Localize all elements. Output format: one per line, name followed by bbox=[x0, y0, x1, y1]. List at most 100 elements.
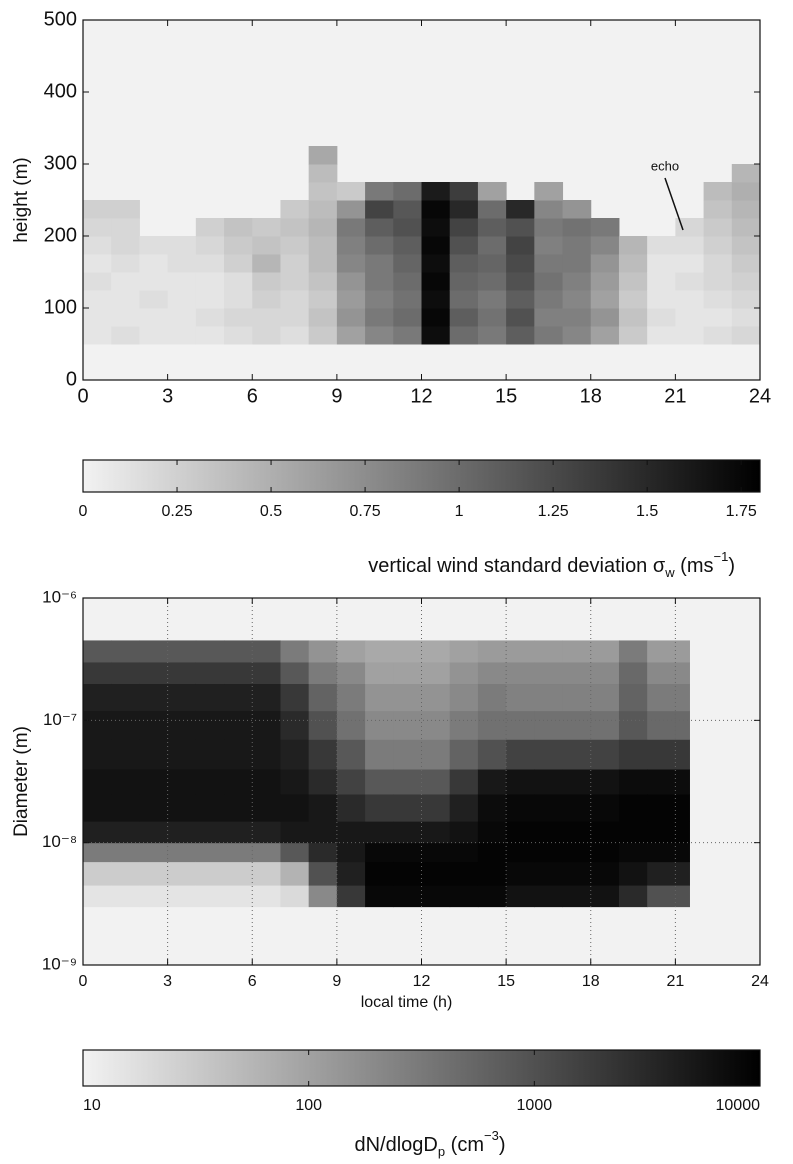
colorbar-title-part: ) bbox=[728, 555, 735, 577]
heatmap-cell bbox=[590, 885, 620, 908]
heatmap-cell bbox=[83, 200, 112, 219]
heatmap-cell bbox=[308, 710, 338, 740]
heatmap-cell bbox=[703, 182, 733, 201]
heatmap-cell bbox=[647, 254, 676, 273]
heatmap-cell bbox=[393, 236, 422, 255]
heatmap-cell bbox=[83, 661, 112, 685]
heatmap-cell bbox=[562, 793, 592, 822]
heatmap-cell bbox=[280, 683, 310, 712]
heatmap-cell bbox=[111, 218, 140, 237]
heatmap-cell bbox=[590, 640, 620, 663]
heatmap-cell bbox=[336, 710, 366, 740]
heatmap-cell bbox=[83, 272, 112, 291]
heatmap-cell bbox=[280, 326, 310, 345]
heatmap-cell bbox=[703, 254, 733, 273]
heatmap-cell bbox=[280, 885, 310, 908]
heatmap-cell bbox=[477, 885, 507, 908]
heatmap-cell bbox=[590, 842, 620, 863]
heatmap-cell bbox=[618, 769, 648, 795]
heatmap-cell bbox=[449, 308, 479, 327]
heatmap-cell bbox=[618, 861, 648, 886]
colorbar-title-part: −3 bbox=[484, 1128, 499, 1143]
heatmap-cell bbox=[449, 739, 479, 770]
heatmap-cell bbox=[534, 842, 564, 863]
heatmap-cell bbox=[647, 769, 676, 795]
heatmap-cell bbox=[393, 290, 422, 309]
heatmap-cell bbox=[252, 290, 281, 309]
heatmap-cell bbox=[421, 842, 451, 863]
heatmap-cell bbox=[139, 769, 169, 795]
heatmap-cell bbox=[336, 821, 366, 844]
heatmap-cell bbox=[83, 683, 112, 712]
x-tick-label: 21 bbox=[666, 973, 684, 990]
heatmap-cell bbox=[731, 218, 761, 237]
heatmap-cell bbox=[703, 290, 733, 309]
heatmap-cell bbox=[111, 821, 140, 844]
heatmap-cell bbox=[590, 290, 620, 309]
heatmap-cell bbox=[618, 326, 648, 345]
heatmap-cell bbox=[562, 308, 592, 327]
heatmap-cell bbox=[421, 218, 451, 237]
heatmap-cell bbox=[111, 739, 140, 770]
heatmap-cell bbox=[449, 769, 479, 795]
colorbar-title-part: dN/dlogD bbox=[354, 1134, 437, 1156]
heatmap-cell bbox=[167, 254, 197, 273]
heatmap-cell bbox=[308, 640, 338, 663]
heatmap-cell bbox=[449, 254, 479, 273]
heatmap-cell bbox=[195, 308, 225, 327]
heatmap-cell bbox=[280, 308, 310, 327]
heatmap-cell bbox=[675, 308, 705, 327]
heatmap-cell bbox=[139, 661, 169, 685]
heatmap-cell bbox=[83, 793, 112, 822]
heatmap-cell bbox=[421, 739, 451, 770]
heatmap-cell bbox=[111, 842, 140, 863]
heatmap-cell bbox=[252, 661, 281, 685]
heatmap-cell bbox=[195, 272, 225, 291]
heatmap-cell bbox=[393, 661, 422, 685]
heatmap-cell bbox=[111, 710, 140, 740]
heatmap-cell bbox=[167, 769, 197, 795]
heatmap-cell bbox=[506, 290, 535, 309]
colorbar-title: vertical wind standard deviation σw (ms−… bbox=[368, 549, 735, 580]
heatmap-cell bbox=[111, 290, 140, 309]
heatmap-cell bbox=[252, 640, 281, 663]
heatmap-cell bbox=[167, 710, 197, 740]
heatmap-cell bbox=[477, 272, 507, 291]
heatmap-cell bbox=[393, 861, 422, 886]
heatmap-cell bbox=[280, 793, 310, 822]
y-tick-label: 0 bbox=[66, 368, 77, 390]
heatmap-cell bbox=[449, 821, 479, 844]
colorbar-title-part: vertical wind standard deviation σ bbox=[368, 555, 666, 577]
heatmap-cell bbox=[139, 272, 169, 291]
heatmap-cell bbox=[647, 272, 676, 291]
heatmap-cell bbox=[477, 308, 507, 327]
x-tick-label: 12 bbox=[410, 385, 432, 407]
heatmap-cell bbox=[195, 793, 225, 822]
heatmap-cell bbox=[618, 254, 648, 273]
heatmap-cell bbox=[421, 272, 451, 291]
heatmap-cell bbox=[336, 739, 366, 770]
heatmap-cell bbox=[167, 683, 197, 712]
heatmap-cell bbox=[224, 739, 253, 770]
heatmap-cell bbox=[111, 861, 140, 886]
heatmap-cell bbox=[252, 769, 281, 795]
heatmap-cell bbox=[224, 661, 253, 685]
heatmap-cell bbox=[647, 308, 676, 327]
heatmap-cell bbox=[336, 793, 366, 822]
x-tick-label: 18 bbox=[582, 973, 600, 990]
heatmap-cell bbox=[83, 739, 112, 770]
heatmap-cell bbox=[534, 661, 564, 685]
y-tick-label: 200 bbox=[44, 224, 77, 246]
heatmap-cell bbox=[167, 861, 197, 886]
heatmap-cell bbox=[506, 308, 535, 327]
heatmap-cell bbox=[675, 885, 690, 908]
heatmap-cell bbox=[647, 885, 676, 908]
heatmap-cell bbox=[393, 200, 422, 219]
heatmap-cell bbox=[365, 842, 394, 863]
heatmap-cell bbox=[167, 842, 197, 863]
heatmap-cell bbox=[280, 200, 310, 219]
colorbar-title-part: (ms bbox=[675, 555, 714, 577]
heatmap-cell bbox=[195, 236, 225, 255]
heatmap-cell bbox=[506, 326, 535, 345]
heatmap-cell bbox=[393, 254, 422, 273]
